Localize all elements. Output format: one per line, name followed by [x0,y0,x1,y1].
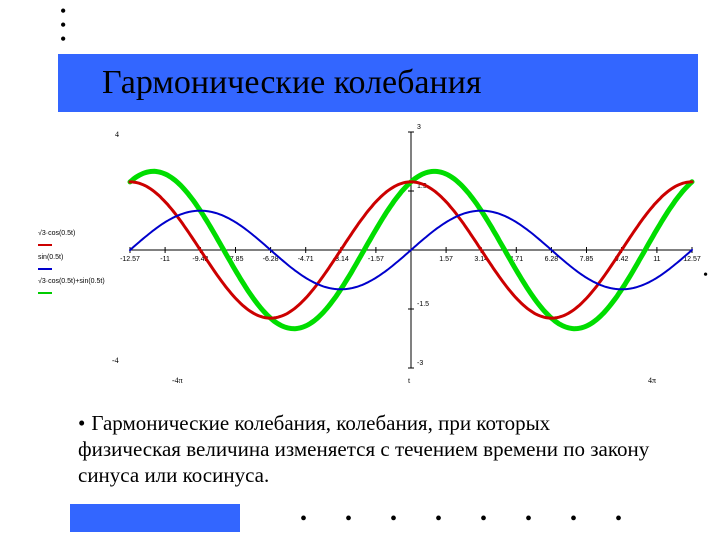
svg-text:-6.28: -6.28 [263,256,279,263]
x-center-label: t [408,376,410,385]
legend-swatch [38,292,52,294]
title-bar: Гармонические колебания [58,54,698,112]
svg-text:-1.57: -1.57 [368,256,384,263]
y-corner-label: 4 [115,130,119,139]
decorative-bottom-bar [70,504,240,532]
chart-legend: √3·cos(0.5t) sin(0.5t) √3·cos(0.5t)+sin(0.… [38,228,105,300]
svg-text:12.57: 12.57 [683,256,701,263]
harmonic-chart: -12.57-11-9.42-7.85-6.28-4.71-3.14-1.571… [30,120,702,390]
svg-text:7.85: 7.85 [580,256,594,263]
svg-text:-1.5: -1.5 [417,301,429,308]
svg-text:-11: -11 [160,256,170,263]
svg-text:-3: -3 [417,360,423,367]
svg-text:6.28: 6.28 [545,256,559,263]
decorative-dots-bottom: •••••••• [300,508,660,531]
y-corner-label-neg: -4 [112,356,119,365]
legend-label: sin(0.5t) [38,254,63,261]
x-left-pi-label: -4π [172,376,183,385]
description-text: •Гармонические колебания, колебания, при… [78,410,658,488]
svg-text:-12.57: -12.57 [120,256,140,263]
page-title: Гармонические колебания [102,64,482,102]
svg-text:11: 11 [653,256,660,263]
x-right-pi-label: 4π [648,376,656,385]
decorative-bullets-top: ••• [60,4,66,46]
svg-text:3: 3 [417,124,421,131]
bullet-icon: • [78,411,85,435]
svg-text:1.57: 1.57 [439,256,453,263]
svg-text:-4.71: -4.71 [298,256,314,263]
decorative-dot-right: • [703,268,708,284]
description-body: Гармонические колебания, колебания, при … [78,411,649,487]
legend-swatch [38,268,52,270]
legend-label: √3·cos(0.5t) [38,230,75,237]
legend-swatch [38,244,52,246]
legend-label: √3·cos(0.5t)+sin(0.5t) [38,278,105,285]
